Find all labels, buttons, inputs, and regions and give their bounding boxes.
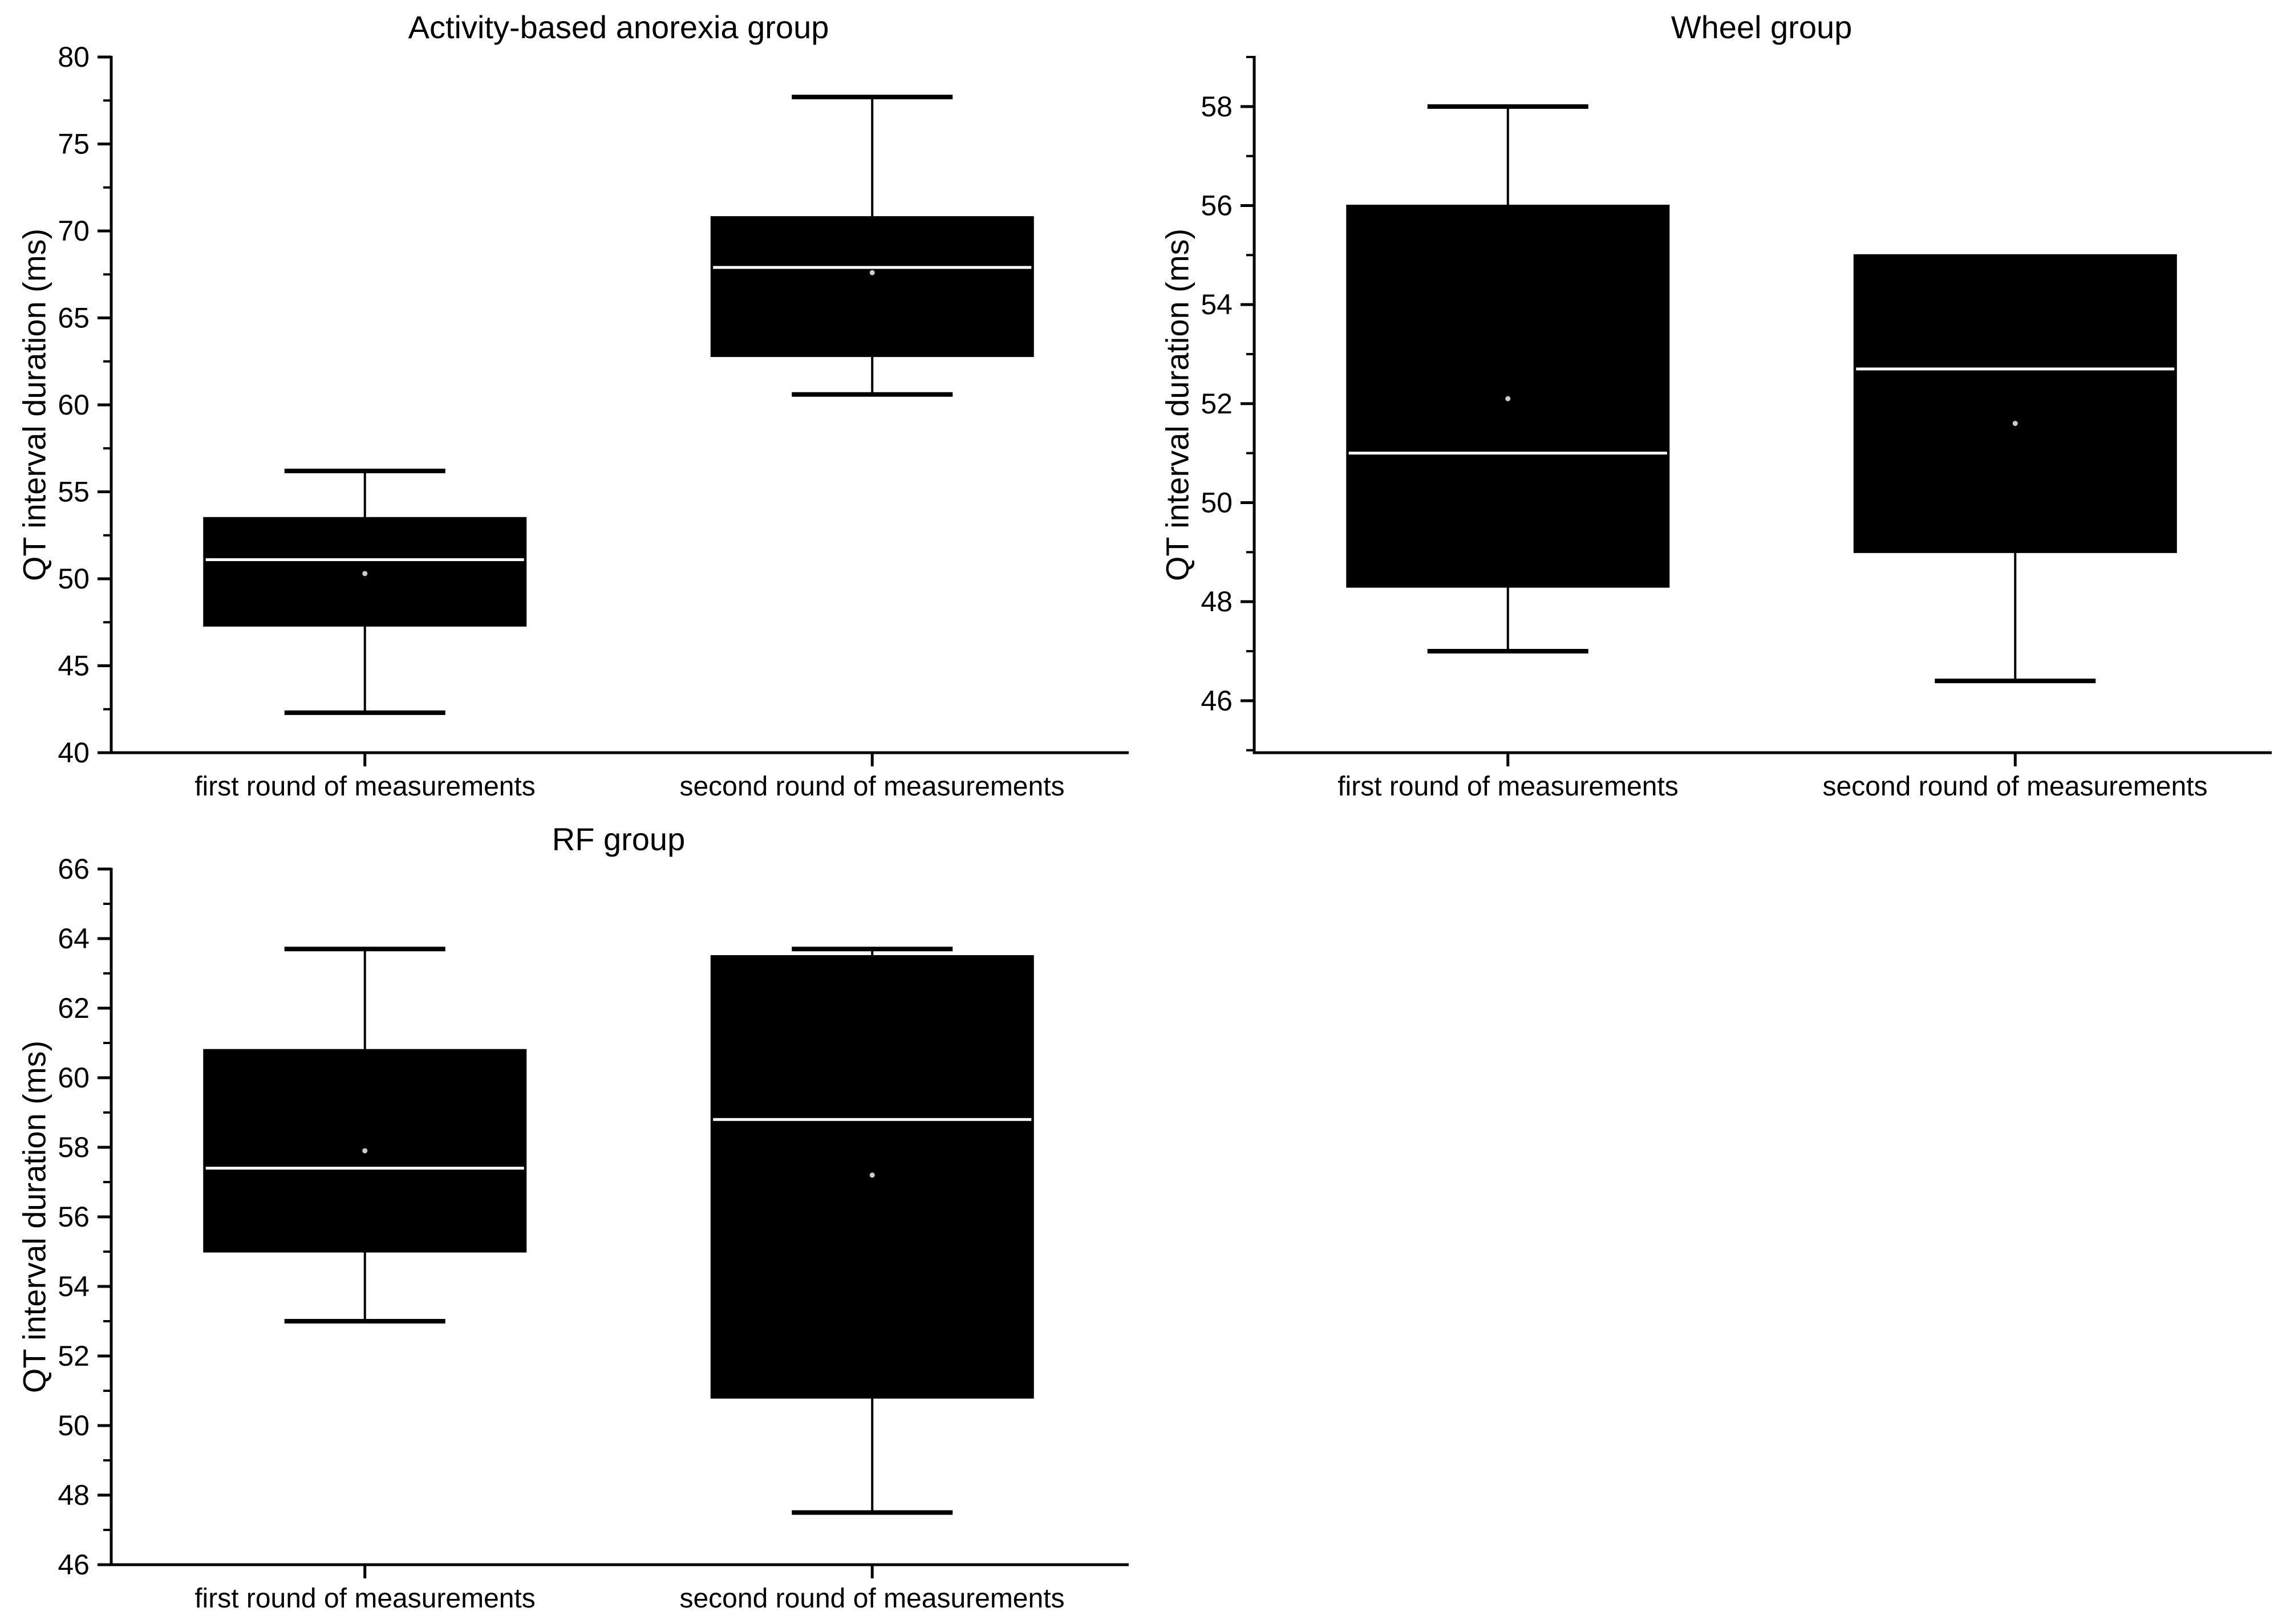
y-tick-label: 60	[58, 1062, 90, 1094]
y-tick-label: 52	[58, 1340, 90, 1372]
y-tick-label: 48	[1201, 586, 1233, 618]
y-axis-label: QT interval duration (ms)	[16, 1040, 52, 1394]
y-tick-label: 56	[58, 1201, 90, 1233]
y-tick-label: 62	[58, 992, 90, 1024]
y-tick-label: 50	[58, 563, 90, 595]
y-tick-label: 40	[58, 737, 90, 769]
y-tick-label: 50	[1201, 486, 1233, 518]
y-tick-label: 58	[58, 1131, 90, 1163]
box-first-round-mean-marker	[1505, 396, 1511, 401]
box-first-round-mean-marker	[362, 1148, 368, 1154]
chart-panel-wheel: 46 48 50 52 54 56 58 Wheel group QT interval d…	[1143, 0, 2286, 812]
x-category-label-first: first round of measurements	[194, 772, 536, 802]
y-axis-label: QT interval duration (ms)	[16, 228, 52, 582]
y-tick-label: 58	[1201, 91, 1233, 123]
box-second-round	[710, 216, 1034, 358]
x-category-label-second: second round of measurements	[1822, 772, 2208, 802]
chart-title: Activity-based anorexia group	[408, 9, 829, 45]
chart-panel-activity-based-anorexia: 40 45 50 55 60 65 70 75 80 Activity-based anorex…	[0, 0, 1143, 812]
box-first-round-mean-marker	[362, 571, 368, 576]
chart-panel-rf: 46 48 50 52 54 56 58 60 62 64 66 RF group QT inter…	[0, 812, 1143, 1624]
y-tick-label: 60	[58, 389, 90, 421]
y-tick-label: 50	[58, 1410, 90, 1442]
y-tick-label: 55	[58, 476, 90, 508]
y-tick-label: 48	[58, 1479, 90, 1511]
box-second-round-mean-marker	[869, 270, 875, 275]
y-tick-label: 52	[1201, 388, 1233, 420]
y-tick-label: 46	[1201, 685, 1233, 717]
y-tick-label: 80	[58, 41, 90, 73]
box-second-round	[1853, 254, 2177, 553]
y-axis-label: QT interval duration (ms)	[1159, 228, 1195, 582]
x-category-label-first: first round of measurements	[194, 1584, 536, 1614]
y-tick-label: 65	[58, 302, 90, 334]
box-second-round-mean-marker	[869, 1172, 875, 1178]
y-tick-label: 54	[1201, 289, 1233, 320]
y-tick-label: 46	[58, 1549, 90, 1581]
y-tick-label: 70	[58, 215, 90, 247]
x-category-label-second: second round of measurements	[679, 1584, 1065, 1614]
box-plot-aba: 40 45 50 55 60 65 70 75 80	[58, 41, 1129, 769]
box-plot-rf: 46 48 50 52 54 56 58 60 62 64 66	[58, 853, 1129, 1581]
chart-title: Wheel group	[1671, 9, 1853, 45]
box-second-round-mean-marker	[2012, 421, 2018, 427]
y-tick-label: 75	[58, 128, 90, 160]
y-tick-label: 66	[58, 853, 90, 885]
x-category-label-second: second round of measurements	[679, 772, 1065, 802]
x-category-label-first: first round of measurements	[1337, 772, 1679, 802]
y-tick-label: 64	[58, 923, 90, 955]
y-tick-label: 54	[58, 1270, 90, 1302]
chart-title: RF group	[552, 821, 686, 857]
box-plot-wheel: 46 48 50 52 54 56 58	[1201, 56, 2272, 766]
y-tick-label: 56	[1201, 189, 1233, 221]
y-tick-label: 45	[58, 650, 90, 682]
